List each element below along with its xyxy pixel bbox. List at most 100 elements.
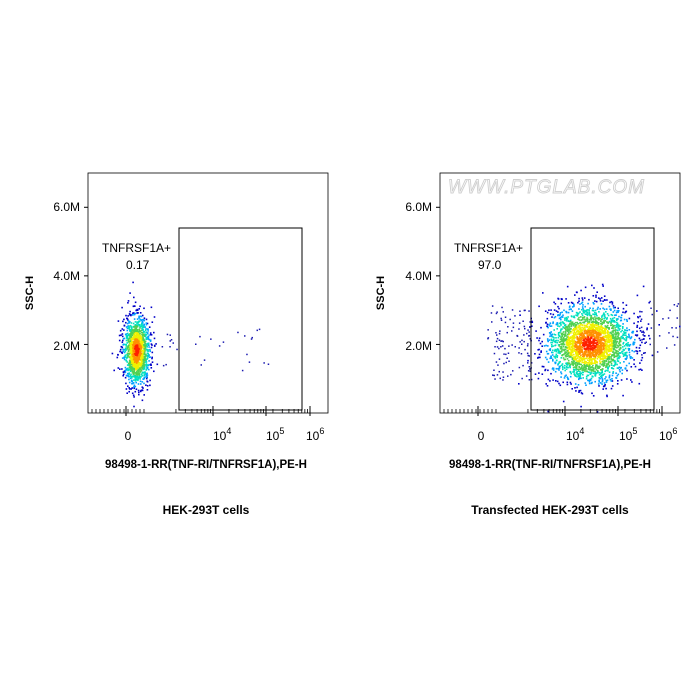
event-dot [132, 370, 135, 373]
event-dot [631, 357, 634, 359]
event-dot [581, 329, 583, 331]
event-dot [607, 327, 610, 330]
event-dot [620, 336, 623, 338]
event-dot [583, 310, 586, 312]
event-dot [601, 383, 603, 385]
event-dot [560, 372, 563, 375]
event-dot [546, 358, 548, 361]
event-dot [580, 351, 583, 353]
event-dot [600, 369, 602, 371]
event-dot [113, 369, 115, 372]
event-dot [134, 378, 136, 380]
y-axis-title-left: SSC-H [24, 276, 36, 310]
event-dot [556, 323, 559, 326]
event-dot [639, 362, 641, 364]
event-dot [573, 339, 575, 342]
event-dot [608, 334, 610, 337]
event-dot [143, 377, 145, 380]
event-dot [617, 360, 620, 363]
event-dot [562, 342, 565, 345]
event-dot [142, 368, 145, 371]
event-dot [127, 368, 130, 370]
event-dot [633, 322, 635, 325]
event-dot [616, 360, 619, 362]
ytick-label-left-4m: 4.0M [53, 269, 80, 283]
event-dot [554, 370, 557, 373]
event-dot [610, 332, 613, 335]
event-dot [579, 373, 582, 376]
event-dot [587, 359, 589, 361]
event-dot [550, 309, 552, 311]
event-dot [577, 348, 580, 351]
event-dot [604, 384, 606, 386]
event-dot [133, 373, 135, 375]
event-dot [597, 338, 600, 341]
event-dot [595, 296, 597, 298]
event-dot [137, 389, 140, 392]
event-dot [556, 359, 558, 362]
event-dot-sparse [640, 326, 643, 329]
event-dot [609, 353, 611, 355]
event-dot [146, 380, 149, 383]
event-dot [124, 355, 126, 357]
event-dot [574, 387, 576, 389]
event-dot [622, 346, 624, 348]
event-dot [577, 326, 580, 329]
event-dot [132, 312, 134, 314]
event-dot [587, 368, 590, 370]
event-dot [601, 371, 604, 374]
event-dot-sparse [501, 345, 504, 347]
event-dot [558, 369, 560, 371]
event-dot [140, 383, 142, 385]
event-dot [577, 313, 579, 315]
event-dot [119, 350, 121, 353]
event-dot [607, 322, 609, 324]
event-dot [619, 367, 622, 369]
event-dot [604, 329, 606, 331]
event-dot [578, 316, 580, 319]
event-dot [601, 344, 604, 346]
event-dot [130, 355, 132, 357]
event-dot [547, 361, 550, 363]
event-dot [625, 334, 627, 337]
panel-caption-right: Transfected HEK-293T cells [471, 503, 629, 517]
event-dot [557, 363, 560, 365]
event-dot [631, 381, 633, 383]
event-dot [604, 320, 607, 322]
event-dot [147, 330, 149, 332]
event-dot [587, 344, 590, 347]
event-dot [146, 332, 149, 334]
event-dot [592, 325, 595, 328]
event-dot [566, 285, 569, 288]
event-dot [611, 374, 614, 377]
event-dot [589, 348, 592, 350]
event-dot [600, 318, 603, 321]
event-dot [582, 354, 585, 356]
event-dot [597, 334, 599, 336]
event-dot [599, 346, 601, 349]
event-dot [582, 369, 585, 371]
event-dot [582, 371, 584, 374]
event-dot [584, 337, 587, 340]
event-dot [595, 334, 598, 336]
event-dot [597, 349, 599, 352]
event-dot-sparse [493, 369, 495, 371]
event-dot [606, 334, 609, 337]
event-dot [587, 361, 589, 364]
event-dot [576, 347, 579, 350]
event-dot [136, 353, 138, 356]
event-dot [604, 325, 607, 327]
event-dot [564, 369, 566, 372]
event-dot [616, 346, 618, 349]
event-dot [570, 340, 573, 342]
event-dot [570, 372, 572, 375]
event-dot [584, 305, 586, 308]
event-dot [574, 340, 576, 343]
event-dot [590, 358, 593, 361]
event-dot [598, 355, 600, 358]
event-dot [593, 287, 595, 289]
event-dot [558, 350, 561, 353]
event-dot [549, 357, 551, 360]
event-dot [639, 315, 641, 318]
event-dot [133, 332, 136, 334]
